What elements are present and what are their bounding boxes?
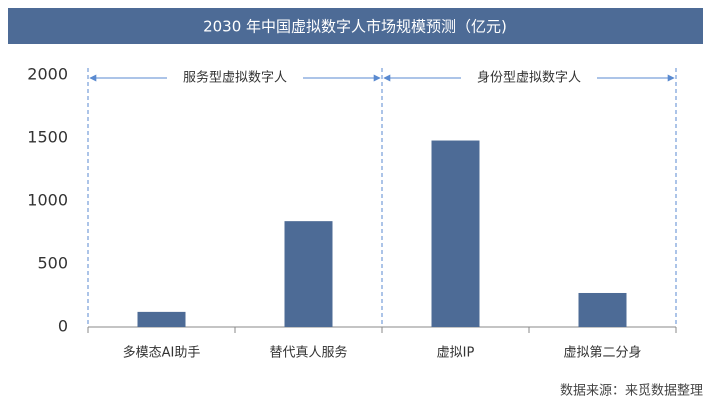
y-tick-label: 0 bbox=[58, 317, 68, 336]
x-tick-label: 虚拟第二分身 bbox=[563, 345, 641, 361]
bar bbox=[137, 311, 186, 327]
chart-title: 2030 年中国虚拟数字人市场规模预测（亿元) bbox=[203, 18, 507, 36]
x-tick-label: 替代真人服务 bbox=[269, 345, 347, 361]
bar bbox=[431, 140, 480, 327]
source-note: 数据来源：来觅数据整理 bbox=[560, 384, 703, 399]
group-label: 服务型虚拟数字人 bbox=[183, 70, 287, 86]
y-tick-label: 500 bbox=[37, 254, 68, 273]
bar bbox=[284, 221, 333, 327]
x-tick-label: 虚拟IP bbox=[437, 346, 475, 361]
y-tick-label: 1000 bbox=[27, 191, 68, 210]
title-banner bbox=[8, 8, 703, 44]
y-tick-label: 2000 bbox=[27, 65, 68, 84]
bar bbox=[578, 292, 627, 327]
group-label: 身份型虚拟数字人 bbox=[477, 70, 581, 86]
y-tick-label: 1500 bbox=[27, 128, 68, 147]
x-tick-label: 多模态AI助手 bbox=[123, 345, 201, 361]
